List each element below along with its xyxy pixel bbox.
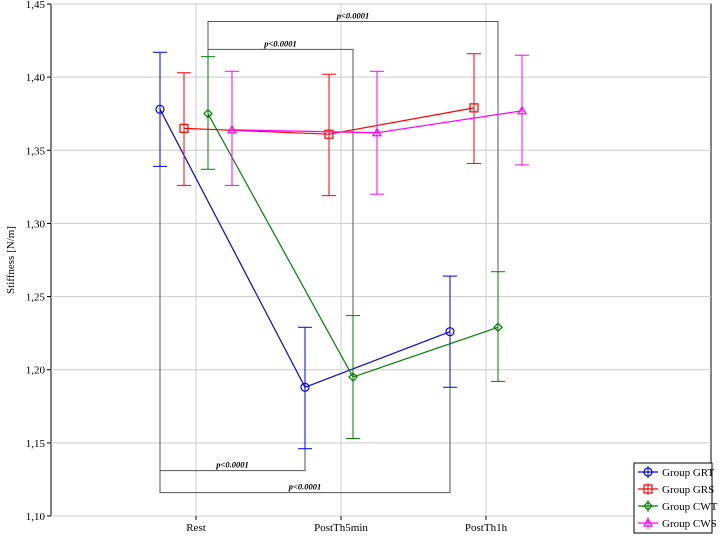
significance-bracket <box>207 21 499 382</box>
point-marker <box>643 484 653 494</box>
y-tick-label: 1,10 <box>26 511 46 523</box>
point-marker <box>371 127 383 137</box>
grid-lines <box>51 3 711 517</box>
significance-bracket <box>207 48 354 439</box>
legend-label: Group GRS <box>662 484 714 496</box>
legend-item: Group CWT <box>638 500 718 513</box>
point-marker <box>493 322 503 333</box>
series-group-grt <box>153 51 457 450</box>
series-layer <box>153 51 529 450</box>
legend: Group GRT Group GRS Group CWT Group CWS <box>633 462 718 534</box>
y-tick-label: 1,25 <box>26 292 46 304</box>
legend-item: Group CWS <box>638 517 717 530</box>
point-marker <box>516 105 528 115</box>
significance-label: p<0.0001 <box>288 482 321 492</box>
series-group-cws <box>225 54 529 195</box>
point-marker <box>324 129 334 139</box>
point-marker <box>643 501 653 511</box>
plot-area <box>50 3 712 517</box>
point-marker <box>155 104 165 114</box>
y-tick-label: 1,40 <box>26 72 46 84</box>
point-marker <box>469 103 479 113</box>
significance-label: p<0.0001 <box>263 38 296 48</box>
significance-label: p<0.0001 <box>336 11 369 21</box>
point-marker <box>642 517 654 527</box>
y-tick-label: 1,30 <box>26 218 46 230</box>
significance-label: p<0.0001 <box>215 460 248 470</box>
legend-label: Group CWT <box>662 501 718 513</box>
y-tick-label: 1,35 <box>26 145 46 157</box>
point-marker <box>179 123 189 133</box>
x-tick-label: Rest <box>186 522 206 534</box>
significance-bracket <box>159 166 451 494</box>
x-tick-label: PostTh5min <box>314 522 368 534</box>
x-tick-label: PostTh1h <box>465 522 508 534</box>
y-tick-label: 1,45 <box>26 0 46 11</box>
point-marker <box>203 108 213 119</box>
y-axis: 1,10 1,15 1,20 1,25 1,30 1,35 1,40 1,45 <box>26 0 51 523</box>
y-axis-label: Stiffness [N/m] <box>5 226 17 294</box>
y-tick-label: 1,20 <box>26 365 46 377</box>
point-marker <box>348 372 358 382</box>
x-axis: Rest PostTh5min PostTh1h <box>186 516 508 534</box>
legend-item: Group GRS <box>638 483 714 496</box>
legend-label: Group CWS <box>662 518 717 530</box>
y-tick-label: 1,15 <box>26 438 46 450</box>
legend-item: Group GRT <box>638 466 714 479</box>
series-group-cwt <box>201 56 505 439</box>
point-marker <box>643 467 653 477</box>
legend-label: Group GRT <box>662 467 714 479</box>
point-marker <box>300 382 310 392</box>
point-marker <box>445 327 455 337</box>
point-marker <box>226 124 238 134</box>
significance-annotations: p<0.0001 p<0.0001 p<0.0001 p<0.0001 <box>159 11 499 494</box>
